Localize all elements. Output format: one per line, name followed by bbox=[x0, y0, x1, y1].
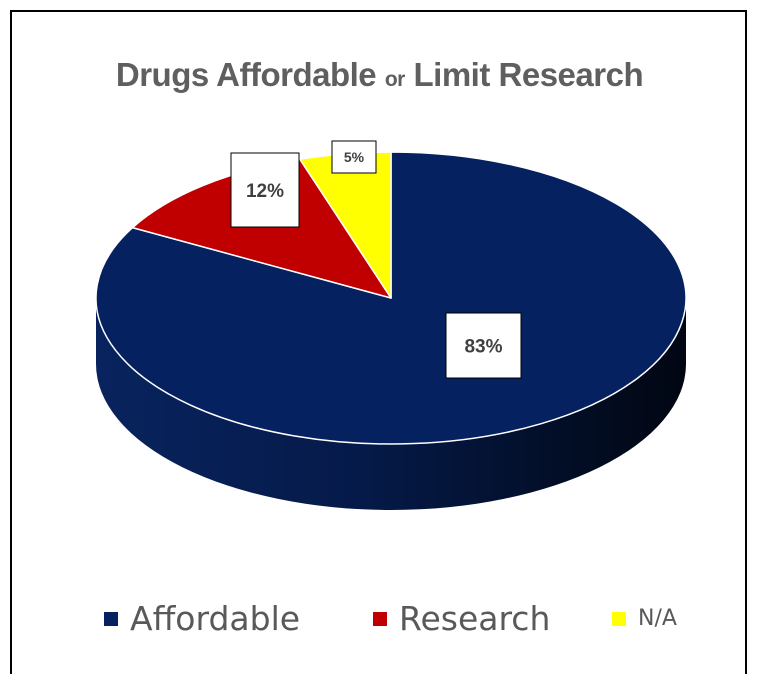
pie-side bbox=[96, 298, 686, 510]
legend-swatch-affordable bbox=[104, 612, 118, 626]
legend-item-research: Research bbox=[373, 596, 550, 642]
chart-title: Drugs Affordable or Limit Research bbox=[0, 56, 759, 94]
legend-item-na: N/A bbox=[612, 596, 677, 642]
chart-title-connector: or bbox=[384, 68, 406, 91]
legend: Affordable Research N/A bbox=[0, 596, 759, 644]
data-label-affordable: 83% bbox=[464, 336, 502, 357]
legend-label-na: N/A bbox=[638, 606, 677, 631]
legend-swatch-research bbox=[373, 612, 387, 626]
legend-swatch-na bbox=[612, 612, 626, 626]
data-label-box-affordable bbox=[445, 312, 522, 379]
legend-label-research: Research bbox=[399, 599, 551, 638]
chart-title-part2: Limit Research bbox=[413, 56, 644, 93]
pie-slices bbox=[95, 151, 687, 445]
data-label-box-na bbox=[331, 140, 377, 174]
data-label-box-research bbox=[230, 152, 300, 228]
data-label-research: 12% bbox=[246, 181, 284, 202]
legend-label-affordable: Affordable bbox=[130, 599, 301, 638]
pie-data-labels: 83% 12% 5% bbox=[230, 140, 522, 379]
pie-side-wall bbox=[96, 298, 686, 510]
chart-title-part1: Drugs Affordable bbox=[115, 56, 377, 93]
data-label-na: 5% bbox=[344, 149, 365, 165]
legend-item-affordable: Affordable bbox=[104, 596, 300, 642]
